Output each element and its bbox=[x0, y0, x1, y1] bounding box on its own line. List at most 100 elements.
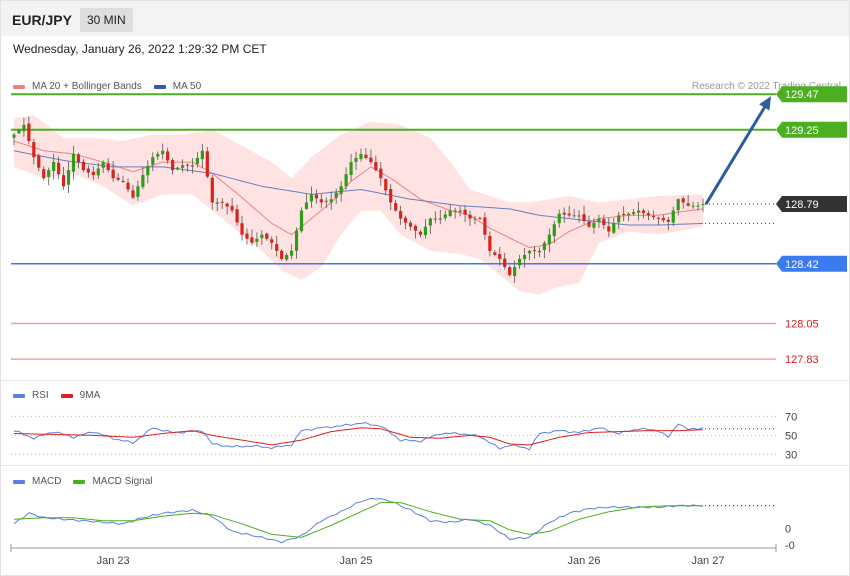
panel-divider-macd bbox=[1, 465, 849, 466]
candle-body bbox=[374, 162, 378, 171]
candle bbox=[562, 207, 566, 223]
macd-swatch bbox=[13, 479, 25, 484]
candle-body bbox=[532, 250, 537, 252]
candle-body bbox=[195, 158, 200, 164]
candle-body bbox=[52, 162, 56, 171]
candle-body bbox=[225, 203, 229, 207]
candle-body bbox=[438, 218, 442, 220]
candle bbox=[428, 217, 432, 235]
candle-body bbox=[200, 150, 204, 160]
candle bbox=[651, 210, 656, 220]
candle bbox=[557, 209, 561, 228]
candle bbox=[185, 163, 190, 172]
candle-body bbox=[453, 210, 457, 213]
candle bbox=[126, 178, 130, 193]
candle-body bbox=[632, 212, 636, 214]
candle bbox=[294, 227, 299, 259]
candle bbox=[349, 153, 353, 181]
rsi-ma-line bbox=[13, 427, 704, 446]
candle-body bbox=[220, 201, 224, 203]
candle-body bbox=[190, 165, 195, 167]
candle bbox=[627, 211, 631, 222]
candle-body bbox=[230, 205, 234, 211]
candle bbox=[200, 143, 204, 168]
ma50-swatch bbox=[153, 84, 166, 89]
candle-body bbox=[537, 250, 542, 253]
candle-body bbox=[171, 159, 175, 171]
candle bbox=[389, 184, 393, 211]
candle-body bbox=[379, 168, 383, 179]
candle-body bbox=[408, 222, 413, 227]
candle-body bbox=[131, 190, 135, 198]
candle bbox=[522, 247, 527, 268]
candle-body bbox=[344, 174, 348, 187]
candle bbox=[12, 133, 16, 146]
candle bbox=[260, 230, 264, 245]
candle bbox=[309, 186, 314, 208]
candle bbox=[433, 211, 437, 224]
candle-body bbox=[607, 226, 611, 232]
candle bbox=[567, 205, 571, 218]
candle bbox=[240, 215, 244, 241]
candle bbox=[632, 208, 636, 216]
candle-body bbox=[314, 194, 318, 199]
candle bbox=[493, 250, 497, 257]
candle-body bbox=[448, 210, 452, 216]
macd-signal-swatch bbox=[73, 479, 86, 484]
candle bbox=[547, 228, 551, 253]
candle-body bbox=[250, 237, 254, 243]
candle bbox=[666, 216, 670, 231]
timeframe-button[interactable]: 30 MIN bbox=[80, 8, 133, 32]
candle bbox=[508, 265, 512, 277]
candle bbox=[408, 220, 413, 231]
macd-line bbox=[13, 497, 704, 544]
candle-body bbox=[562, 212, 566, 215]
candle-body bbox=[280, 250, 284, 259]
candle-body bbox=[334, 192, 338, 198]
candle-body bbox=[359, 153, 363, 160]
candle bbox=[661, 214, 665, 223]
candle-body bbox=[32, 142, 36, 158]
candle bbox=[329, 191, 333, 210]
candle bbox=[463, 205, 467, 223]
candle-body bbox=[106, 163, 110, 171]
x-tick-label: Jan 25 bbox=[340, 555, 373, 567]
candle-body bbox=[418, 231, 423, 235]
candle bbox=[111, 161, 115, 182]
candle bbox=[57, 156, 61, 180]
candle bbox=[607, 217, 611, 237]
candle bbox=[413, 224, 418, 239]
candle bbox=[374, 155, 378, 172]
candle-body bbox=[612, 223, 616, 233]
candle-body bbox=[572, 215, 576, 217]
candle bbox=[86, 165, 90, 178]
rsi-legend-label: RSI bbox=[32, 390, 49, 401]
candle bbox=[612, 217, 616, 234]
candle-body bbox=[513, 267, 517, 276]
candle bbox=[141, 166, 145, 190]
candle bbox=[344, 167, 348, 190]
candle bbox=[66, 161, 71, 194]
candle-body bbox=[215, 202, 219, 204]
candle bbox=[37, 153, 41, 172]
candle bbox=[235, 204, 239, 226]
macd-legend: MACD MACD Signal bbox=[13, 476, 152, 487]
candle-body bbox=[473, 218, 477, 220]
candle-body bbox=[641, 210, 646, 213]
candle-body bbox=[696, 205, 700, 207]
candle bbox=[676, 198, 680, 216]
candle-body bbox=[91, 171, 95, 175]
candle-body bbox=[413, 226, 418, 231]
candle bbox=[265, 232, 269, 241]
candle bbox=[42, 166, 46, 181]
candle-body bbox=[111, 169, 115, 179]
candle bbox=[527, 249, 532, 260]
candle-body bbox=[166, 151, 170, 161]
level-label: 128.42 bbox=[785, 259, 819, 271]
candle-body bbox=[329, 199, 333, 203]
candle-body bbox=[101, 162, 105, 168]
candle bbox=[671, 206, 675, 227]
candle-body bbox=[270, 239, 274, 243]
candle-body bbox=[57, 162, 61, 175]
candle-body bbox=[522, 254, 527, 260]
